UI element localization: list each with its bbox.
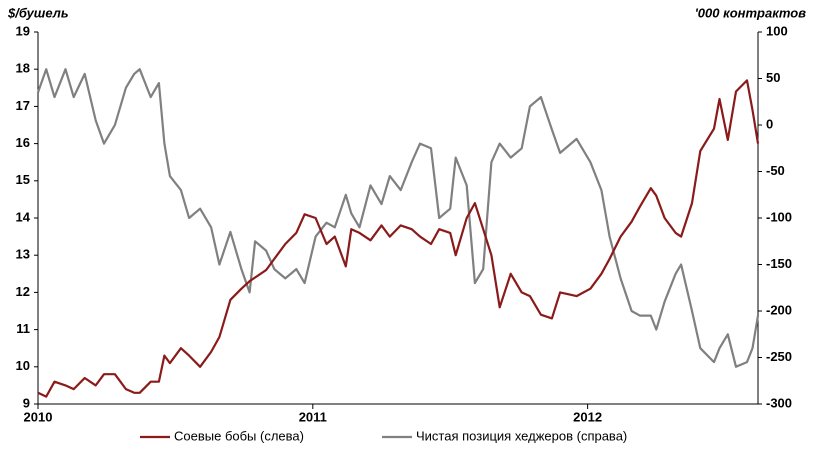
y-tick-label: 16 xyxy=(16,135,30,150)
y-tick-label: 13 xyxy=(16,247,30,262)
y2-tick-label: 50 xyxy=(766,70,780,85)
y2-tick-label: -150 xyxy=(766,256,792,271)
y-tick-label: 15 xyxy=(16,172,30,187)
y-tick-label: 14 xyxy=(16,209,31,224)
y2-tick-label: 0 xyxy=(766,116,773,131)
y-tick-label: 11 xyxy=(16,321,30,336)
y-tick-label: 18 xyxy=(16,61,30,76)
x-tick-label: 2012 xyxy=(573,409,602,424)
y2-tick-label: -300 xyxy=(766,395,792,410)
x-tick-label: 2010 xyxy=(24,409,53,424)
y2-axis-label: '000 контрактов xyxy=(695,5,806,20)
legend-label: Чистая позиция хеджеров (справа) xyxy=(416,428,627,443)
y2-tick-label: -200 xyxy=(766,302,792,317)
y2-tick-label: -50 xyxy=(766,163,785,178)
y-tick-label: 12 xyxy=(16,284,30,299)
data-line xyxy=(37,79,760,398)
y2-tick-label: -100 xyxy=(766,209,792,224)
y2-tick-label: -250 xyxy=(766,349,792,364)
y2-tick-label: 100 xyxy=(766,23,788,38)
y-tick-label: 17 xyxy=(16,98,30,113)
legend-label: Соевые бобы (слева) xyxy=(174,428,304,443)
y-axis-label: $/бушель xyxy=(7,5,69,20)
data-line xyxy=(36,68,760,368)
y-tick-label: 19 xyxy=(16,23,30,38)
x-tick-label: 2011 xyxy=(299,409,327,424)
y-tick-label: 9 xyxy=(23,395,30,410)
y-tick-label: 10 xyxy=(16,358,30,373)
